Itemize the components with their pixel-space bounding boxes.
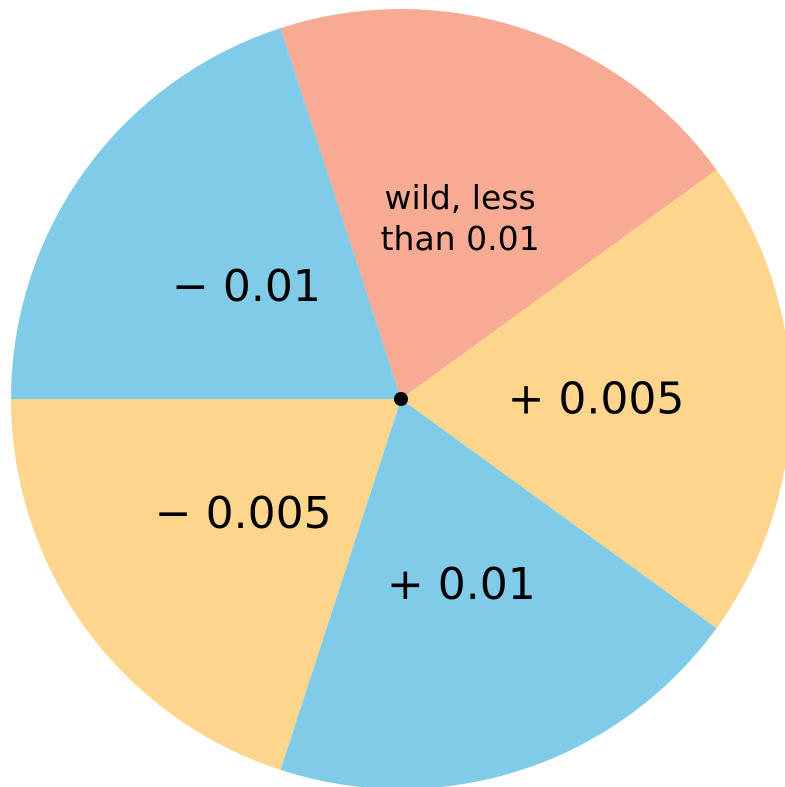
slice-minus_0_01 <box>11 28 401 400</box>
slice-label-line: − 0.005 <box>155 488 332 539</box>
slice-minus_0_005 <box>11 399 401 770</box>
slice-label-line: + 0.005 <box>508 373 685 424</box>
slice-label-plus_0_005: + 0.005 <box>508 373 685 424</box>
spinner-wheel <box>11 8 785 787</box>
slice-label-line: + 0.01 <box>387 559 536 610</box>
slice-label-line: than 0.01 <box>381 219 540 258</box>
slice-plus_0_01 <box>280 399 717 787</box>
slice-label-wild: wild, less than 0.01 <box>381 178 540 258</box>
slice-labels: wild, less than 0.01 + 0.005 + 0.01 − 0.005 −… <box>155 178 685 610</box>
slice-label-minus_0_005: − 0.005 <box>155 488 332 539</box>
slice-label-line: wild, less <box>385 178 536 217</box>
center-dot <box>394 392 408 406</box>
slice-label-plus_0_01: + 0.01 <box>387 559 536 610</box>
slice-wild <box>280 8 717 400</box>
slice-plus_0_005 <box>401 169 785 629</box>
slice-label-minus_0_01: − 0.01 <box>172 261 321 312</box>
slice-label-line: − 0.01 <box>172 261 321 312</box>
